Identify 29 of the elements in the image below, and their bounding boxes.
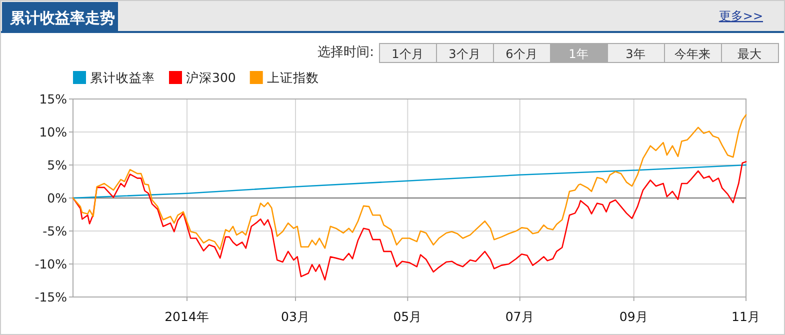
text: 今年来	[674, 47, 710, 61]
legend-label: 上证指数	[266, 70, 319, 85]
chart-title: 累计收益率走势	[9, 9, 115, 27]
x-tick-label: 2014年	[164, 309, 210, 324]
legend-label: 累计收益率	[90, 70, 155, 85]
text: 3年	[626, 47, 646, 61]
line-series	[72, 114, 747, 250]
y-tick-label: 15%	[39, 92, 68, 106]
line-series	[72, 164, 747, 199]
x-tick-label: 03月	[281, 309, 310, 324]
y-tick-label: 10%	[39, 124, 68, 140]
text: 1个月	[392, 47, 424, 61]
y-tick-label: 0%	[47, 190, 68, 206]
y-tick-label: 5%	[47, 158, 68, 172]
x-tick-label: 11月	[732, 309, 760, 324]
x-tick-label: 05月	[393, 309, 422, 324]
y-tick-label: -10%	[34, 256, 68, 272]
legend-label: 沪深300	[186, 70, 236, 85]
text: 最大	[738, 47, 762, 61]
text: 选择时间:	[318, 45, 374, 60]
x-tick-label: 09月	[619, 309, 648, 324]
y-tick-label: -15%	[34, 290, 68, 304]
line-series	[72, 161, 747, 280]
y-tick-label: -5%	[42, 224, 68, 238]
text: 更多>>	[718, 9, 763, 23]
text: 3个月	[448, 47, 480, 61]
x-tick-label: 07月	[505, 309, 534, 324]
text: 6个月	[506, 47, 538, 61]
text: 1年	[568, 47, 588, 61]
